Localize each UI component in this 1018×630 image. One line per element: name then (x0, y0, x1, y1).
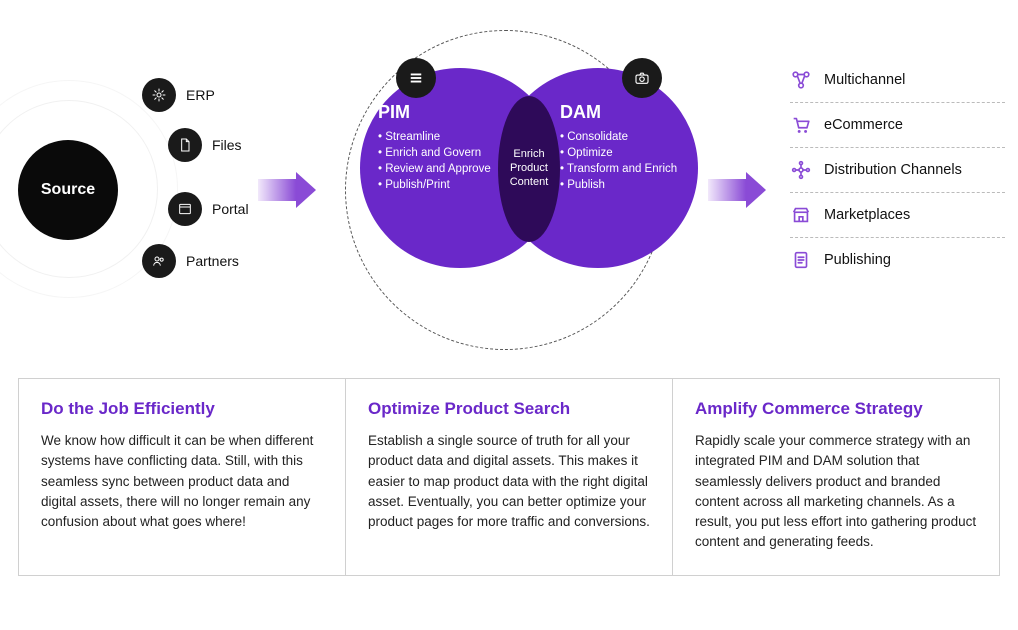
card-title: Do the Job Efficiently (41, 399, 323, 419)
outputs-list: Multichannel eCommerce Distribution Chan… (790, 58, 1005, 282)
source-item-label: Portal (212, 201, 249, 217)
source-item-label: Files (212, 137, 242, 153)
people-icon (142, 244, 176, 278)
card-title: Optimize Product Search (368, 399, 650, 419)
dam-icon (622, 58, 662, 98)
dam-content: DAM ConsolidateOptimizeTransform and Enr… (560, 102, 690, 193)
dam-bullet: Transform and Enrich (560, 161, 690, 177)
output-label: Marketplaces (824, 207, 910, 223)
source-item-label: Partners (186, 253, 239, 269)
pim-bullet: Review and Approve (378, 161, 508, 177)
arrow-body (258, 179, 296, 201)
store-icon (790, 204, 812, 226)
dam-title: DAM (560, 102, 690, 123)
arrow-head (746, 172, 766, 208)
card-body: Establish a single source of truth for a… (368, 431, 650, 532)
arrow-into-venn (258, 172, 316, 208)
arrow-head (296, 172, 316, 208)
source-node: Source (18, 140, 118, 240)
pim-bullet: Streamline (378, 129, 508, 145)
source-label: Source (41, 181, 95, 199)
dam-list: ConsolidateOptimizeTransform and EnrichP… (560, 129, 690, 193)
doc-icon (790, 249, 812, 271)
source-item: ERP (142, 78, 215, 112)
source-item-label: ERP (186, 87, 215, 103)
source-item: Files (168, 128, 242, 162)
benefit-card: Amplify Commerce Strategy Rapidly scale … (673, 379, 999, 575)
output-label: Publishing (824, 252, 891, 268)
pim-bullet: Publish/Print (378, 177, 508, 193)
output-label: Multichannel (824, 72, 905, 88)
hub-icon (790, 159, 812, 181)
card-body: We know how difficult it can be when dif… (41, 431, 323, 532)
card-title: Amplify Commerce Strategy (695, 399, 977, 419)
dam-bullet: Consolidate (560, 129, 690, 145)
card-body: Rapidly scale your commerce strategy wit… (695, 431, 977, 553)
output-row: Distribution Channels (790, 148, 1005, 193)
file-icon (168, 128, 202, 162)
dam-bullet: Optimize (560, 145, 690, 161)
benefit-cards: Do the Job Efficiently We know how diffi… (18, 378, 1000, 576)
gear-icon (142, 78, 176, 112)
source-item: Portal (168, 192, 249, 226)
arrow-body (708, 179, 746, 201)
nodes-icon (790, 69, 812, 91)
source-item: Partners (142, 244, 239, 278)
pim-bullet: Enrich and Govern (378, 145, 508, 161)
pim-title: PIM (378, 102, 508, 123)
dam-bullet: Publish (560, 177, 690, 193)
output-label: Distribution Channels (824, 162, 962, 178)
output-row: Marketplaces (790, 193, 1005, 238)
pim-list: StreamlineEnrich and GovernReview and Ap… (378, 129, 508, 193)
cart-icon (790, 114, 812, 136)
output-row: Publishing (790, 238, 1005, 282)
pim-content: PIM StreamlineEnrich and GovernReview an… (378, 102, 508, 193)
window-icon (168, 192, 202, 226)
benefit-card: Do the Job Efficiently We know how diffi… (19, 379, 346, 575)
output-label: eCommerce (824, 117, 903, 133)
output-row: Multichannel (790, 58, 1005, 103)
venn-overlap-label: Enrich Product Content (502, 148, 556, 189)
arrow-out-of-venn (708, 172, 766, 208)
benefit-card: Optimize Product Search Establish a sing… (346, 379, 673, 575)
flow-diagram: Source ERP Files Portal Partners Enrich … (0, 0, 1018, 360)
pim-icon (396, 58, 436, 98)
output-row: eCommerce (790, 103, 1005, 148)
